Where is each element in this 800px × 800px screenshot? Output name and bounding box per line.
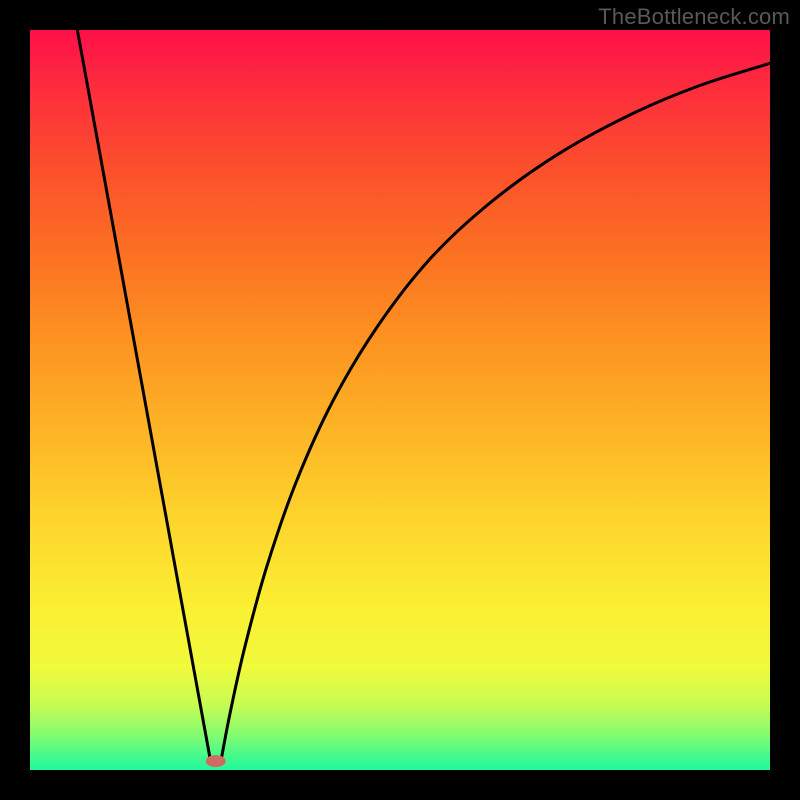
chart-background: [30, 30, 770, 770]
chart-container: TheBottleneck.com: [0, 0, 800, 800]
watermark-label: TheBottleneck.com: [598, 4, 790, 30]
bottleneck-chart: [0, 0, 800, 800]
min-marker: [206, 755, 226, 767]
